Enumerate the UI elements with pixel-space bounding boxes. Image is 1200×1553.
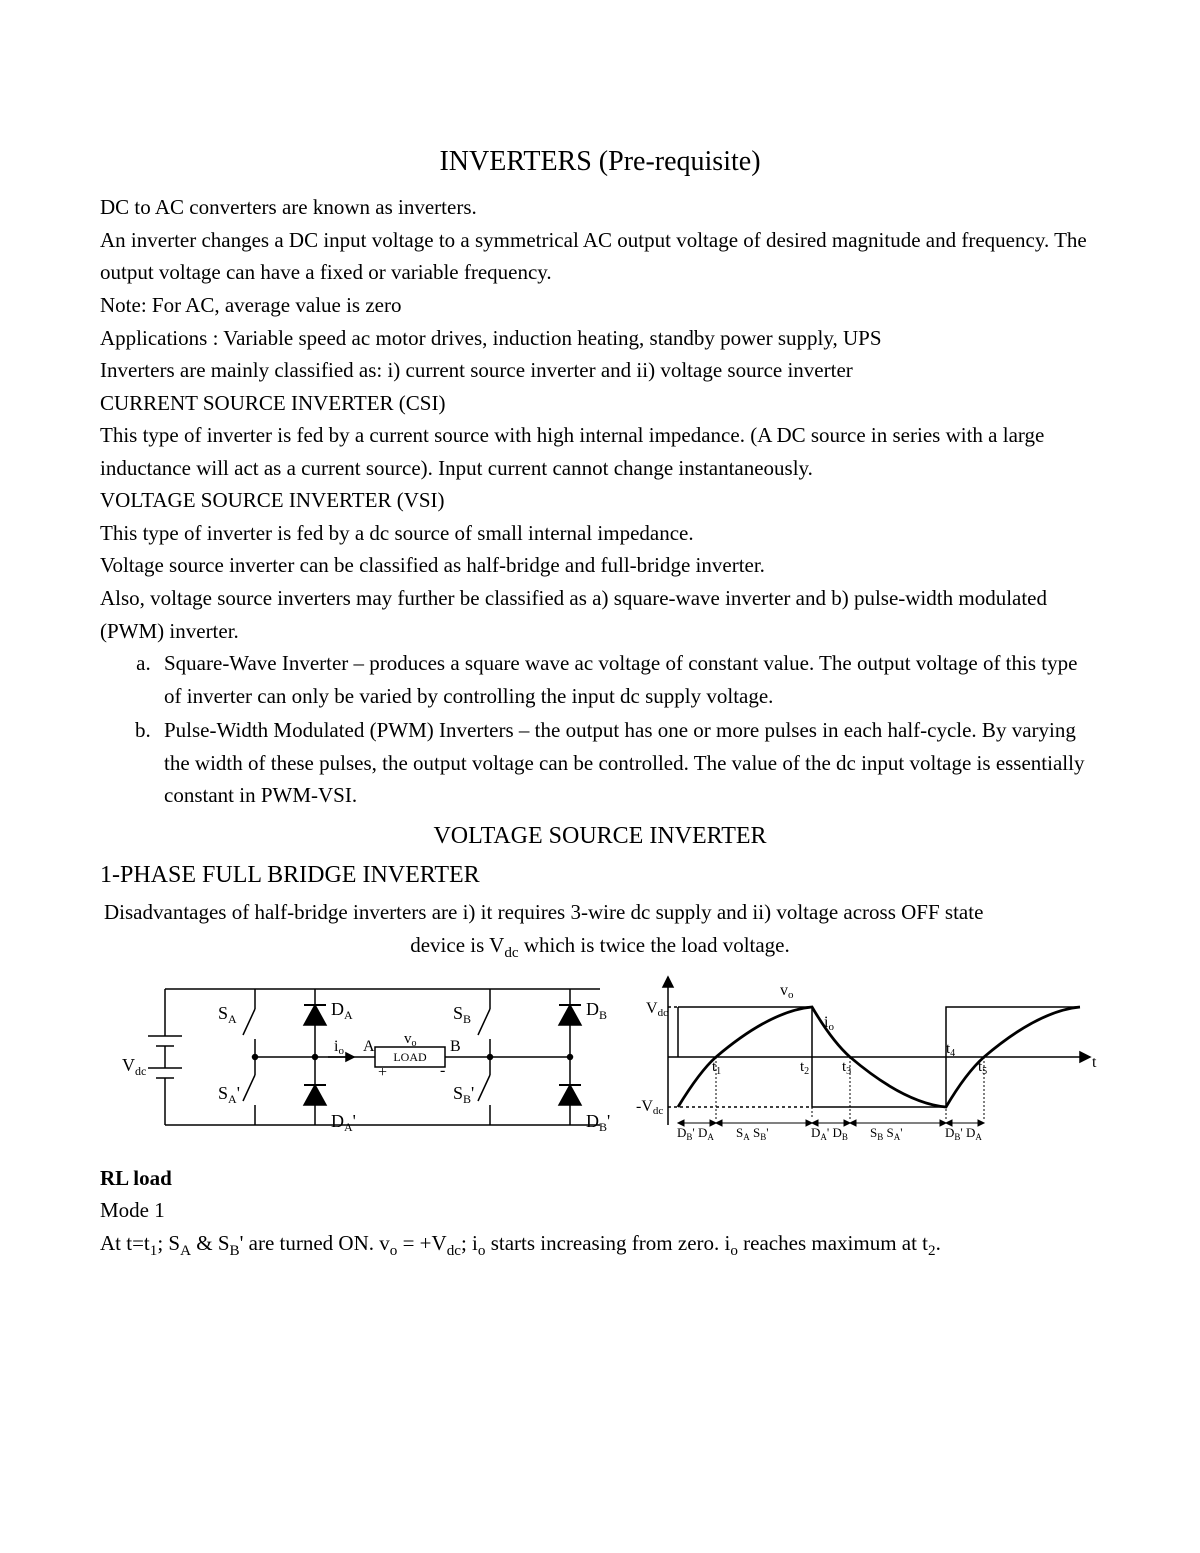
mode1-c: & S (191, 1231, 230, 1255)
mode1-g: starts increasing from zero. i (485, 1231, 730, 1255)
svg-text:-Vdc: -Vdc (636, 1098, 663, 1117)
full-bridge-heading: 1-PHASE FULL BRIDGE INVERTER (100, 857, 1100, 894)
svg-text:io: io (824, 1014, 834, 1033)
svg-text:t4: t4 (946, 1041, 955, 1059)
vsi-heading: VOLTAGE SOURCE INVERTER (VSI) (100, 484, 1100, 517)
svg-text:DB' DA: DB' DA (677, 1125, 714, 1142)
disadvantages-line1: Disadvantages of half-bridge inverters a… (104, 896, 1100, 929)
svg-text:t: t (1092, 1054, 1097, 1071)
svg-text:DA': DA' (331, 1111, 356, 1134)
rl-load-heading: RL load (100, 1162, 1100, 1195)
svg-text:DB: DB (586, 999, 607, 1022)
disadvantages-line2: device is Vdc which is twice the load vo… (100, 929, 1100, 966)
svg-text:SB SA': SB SA' (870, 1125, 903, 1142)
circuit-and-waveform-svg: Vdc SA SA' DA DA' SB SB' DB DB' io A B v… (110, 971, 1100, 1146)
svg-text:SB': SB' (453, 1083, 474, 1106)
mode1-end: . (936, 1231, 941, 1255)
vdc-label: Vdc (122, 1055, 146, 1078)
mode1-vdc: dc (447, 1243, 461, 1259)
svg-text:t5: t5 (978, 1059, 987, 1077)
inverter-types-list: Square-Wave Inverter – produces a square… (100, 647, 1100, 812)
svg-text:-: - (440, 1062, 445, 1079)
svg-text:SA SB': SA SB' (736, 1125, 769, 1142)
svg-text:B: B (450, 1038, 461, 1055)
svg-text:io: io (334, 1038, 344, 1057)
svg-text:t1: t1 (712, 1059, 721, 1077)
waveform-diagram: Vdc -Vdc vo io t t1 t2 t3 t4 t5 DB' DA S… (636, 977, 1097, 1142)
disadv2-b: which is twice the load voltage. (519, 933, 790, 957)
mode1-io2: o (730, 1243, 738, 1259)
intro-p1: DC to AC converters are known as inverte… (100, 191, 1100, 224)
svg-text:DB' DA: DB' DA (945, 1125, 982, 1142)
intro-p2: An inverter changes a DC input voltage t… (100, 224, 1100, 289)
svg-text:vo: vo (780, 982, 794, 1001)
svg-text:vo: vo (404, 1031, 417, 1049)
full-bridge-figure: Vdc SA SA' DA DA' SB SB' DB DB' io A B v… (110, 971, 1100, 1156)
svg-text:SB: SB (453, 1003, 471, 1026)
svg-text:SA: SA (218, 1003, 237, 1026)
vsi-p2: Voltage source inverter can be classifie… (100, 549, 1100, 582)
intro-applications: Applications : Variable speed ac motor d… (100, 322, 1100, 355)
intro-note: Note: For AC, average value is zero (100, 289, 1100, 322)
svg-text:t2: t2 (800, 1059, 809, 1077)
mode1-body: At t=t1; SA & SB' are turned ON. vo = +V… (100, 1227, 1100, 1264)
mode1-b: ; S (157, 1231, 180, 1255)
svg-text:DB': DB' (586, 1111, 610, 1134)
mode1-heading: Mode 1 (100, 1194, 1100, 1227)
svg-text:SA': SA' (218, 1083, 240, 1106)
csi-heading: CURRENT SOURCE INVERTER (CSI) (100, 387, 1100, 420)
page-title: INVERTERS (Pre-requisite) (100, 140, 1100, 183)
mode1-t2: 2 (928, 1243, 936, 1259)
svg-text:A: A (363, 1038, 375, 1055)
vsi-p1: This type of inverter is fed by a dc sou… (100, 517, 1100, 550)
circuit-diagram (148, 989, 600, 1125)
mode1-a: At t=t (100, 1231, 150, 1255)
svg-text:DA' DB: DA' DB (811, 1125, 848, 1142)
vsi-center-heading: VOLTAGE SOURCE INVERTER (100, 818, 1100, 855)
mode1-e: = +V (397, 1231, 446, 1255)
list-item-square-wave: Square-Wave Inverter – produces a square… (156, 647, 1100, 712)
vsi-p3: Also, voltage source inverters may furth… (100, 582, 1100, 647)
svg-text:Vdc: Vdc (646, 1000, 668, 1019)
mode1-sa: A (180, 1243, 191, 1259)
svg-text:LOAD: LOAD (393, 1050, 427, 1064)
svg-text:DA: DA (331, 999, 353, 1022)
mode1-f: ; i (461, 1231, 478, 1255)
intro-classify: Inverters are mainly classified as: i) c… (100, 354, 1100, 387)
disadv2-sub: dc (504, 945, 518, 961)
svg-text:+: + (378, 1064, 387, 1081)
list-item-pwm: Pulse-Width Modulated (PWM) Inverters – … (156, 714, 1100, 812)
circuit-labels: Vdc SA SA' DA DA' SB SB' DB DB' io A B v… (122, 999, 610, 1134)
disadv2-a: device is V (410, 933, 504, 957)
mode1-sb: B (230, 1243, 240, 1259)
mode1-h2: reaches maximum at t (738, 1231, 928, 1255)
mode1-d: ' are turned ON. v (240, 1231, 390, 1255)
csi-body: This type of inverter is fed by a curren… (100, 419, 1100, 484)
